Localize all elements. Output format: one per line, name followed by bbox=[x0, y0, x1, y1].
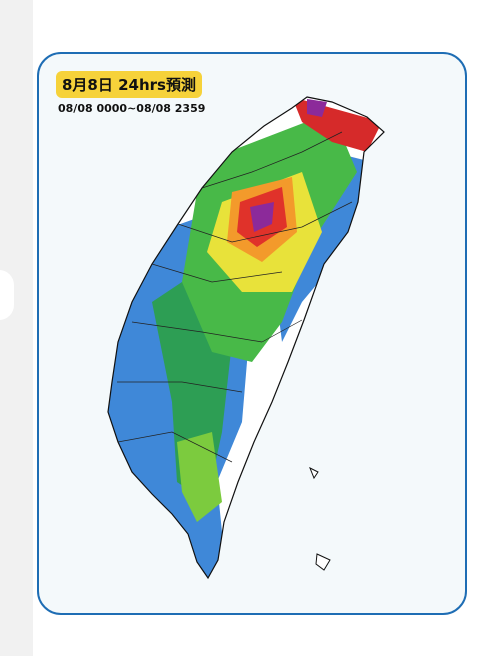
county-borders bbox=[117, 131, 353, 463]
island-outline bbox=[107, 96, 385, 580]
islets bbox=[309, 466, 331, 571]
forecast-card: 8月8日 24hrs預測 08/08 0000~08/08 2359 bbox=[37, 52, 467, 615]
rain-fields bbox=[108, 97, 384, 578]
title: 8月8日 24hrs預測 bbox=[56, 71, 202, 98]
side-panel bbox=[0, 0, 33, 656]
rainfall-map bbox=[107, 96, 385, 580]
side-handle[interactable] bbox=[0, 270, 14, 320]
subtitle: 08/08 0000~08/08 2359 bbox=[58, 102, 206, 115]
